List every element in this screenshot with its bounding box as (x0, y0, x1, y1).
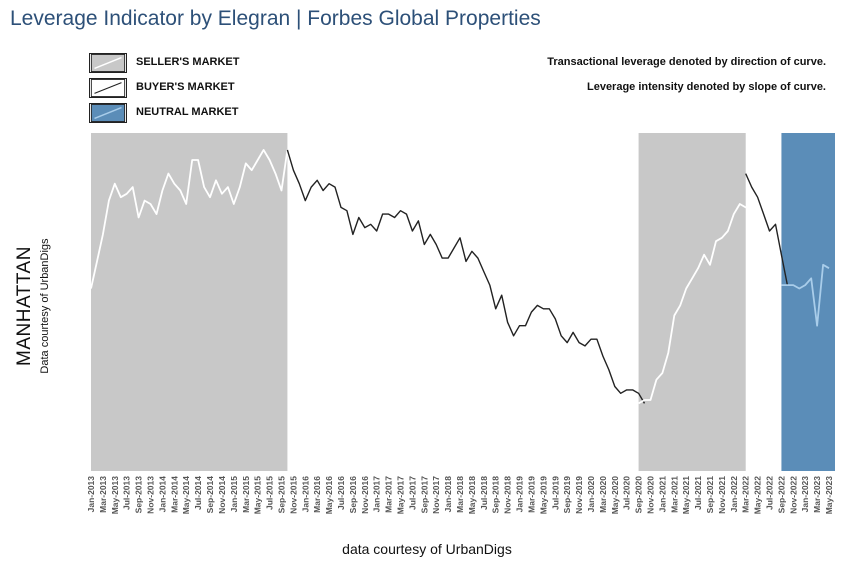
x-tick-label: Sep-2016 (348, 476, 358, 514)
legend-label-buyers-market: BUYER'S MARKET (136, 81, 235, 93)
x-tick-label: Jan-2016 (300, 476, 310, 513)
series-line-buyer-s-market (745, 173, 789, 286)
x-tick-label: Sep-2020 (634, 476, 644, 514)
x-tick-label: Jan-2020 (586, 476, 596, 513)
legend-swatch-neutral-market (89, 103, 127, 123)
x-tick-label: May-2017 (396, 476, 406, 515)
x-tick-label: Jul-2016 (336, 476, 346, 510)
x-tick-label: Jan-2021 (657, 476, 667, 513)
x-tick-label: Nov-2016 (360, 476, 370, 514)
x-tick-label: May-2023 (824, 476, 834, 515)
series-line-seller-s-market (638, 173, 765, 405)
page-title: Leverage Indicator by Elegran | Forbes G… (10, 7, 541, 30)
x-tick-label: May-2014 (181, 476, 191, 515)
x-tick-label: Jul-2015 (265, 476, 275, 510)
x-tick-label: May-2019 (538, 476, 548, 515)
x-tick-label: Jan-2015 (229, 476, 239, 513)
x-tick-label: May-2018 (467, 476, 477, 515)
series-line-seller-s-market (90, 148, 289, 289)
x-tick-label: Jan-2022 (729, 476, 739, 513)
regime-band-neutral-market (781, 133, 835, 471)
x-tick-label: Mar-2021 (669, 476, 679, 513)
x-tick-label: Jul-2017 (407, 476, 417, 510)
x-tick-label: Jan-2017 (372, 476, 382, 513)
x-tick-label: May-2016 (324, 476, 334, 515)
x-tick-label: Nov-2021 (717, 476, 727, 514)
x-tick-label: Nov-2022 (788, 476, 798, 514)
x-tick-label: Mar-2023 (812, 476, 822, 513)
x-tick-label: Sep-2013 (134, 476, 144, 514)
x-tick-label: Sep-2021 (705, 476, 715, 514)
x-tick-label: May-2015 (253, 476, 263, 515)
x-tick-label: May-2013 (110, 476, 120, 515)
x-tick-label: Sep-2022 (776, 476, 786, 514)
x-tick-label: Nov-2014 (217, 476, 227, 514)
regime-band-seller-s-market (638, 133, 746, 471)
legend-swatch-sellers-market (89, 53, 127, 73)
x-tick-label: May-2021 (681, 476, 691, 515)
x-tick-label: Jul-2014 (193, 476, 203, 510)
x-tick-label: Jan-2014 (157, 476, 167, 513)
x-tick-label: Mar-2020 (598, 476, 608, 513)
chart: Jan-2013 Mar-2013 May-2013 Jul-2013 Sep-2013… (86, 133, 835, 515)
x-tick-label: Nov-2020 (646, 476, 656, 514)
x-tick-label: Mar-2016 (312, 476, 322, 513)
legend-swatch-buyers-market (89, 78, 127, 98)
x-tick-label: Jan-2023 (800, 476, 810, 513)
x-tick-label: Jan-2013 (86, 476, 96, 513)
x-tick-label: Jul-2022 (765, 476, 775, 510)
x-tick-label: Jan-2019 (515, 476, 525, 513)
series-line-buyer-s-market (286, 149, 646, 404)
x-tick-label: Jul-2013 (122, 476, 132, 510)
note-slope: Leverage intensity denoted by slope of c… (586, 81, 826, 93)
x-tick-label: Mar-2022 (741, 476, 751, 513)
note-direction: Transactional leverage denoted by direct… (547, 56, 826, 68)
x-tick-label: Mar-2015 (241, 476, 251, 513)
x-tick-label: Jul-2019 (550, 476, 560, 510)
regime-band-seller-s-market (91, 133, 288, 471)
x-tick-label: Mar-2017 (384, 476, 394, 513)
x-tick-label: May-2022 (753, 476, 763, 515)
x-tick-label: Mar-2018 (455, 476, 465, 513)
x-tick-label: Nov-2013 (146, 476, 156, 514)
x-tick-label: Nov-2019 (574, 476, 584, 514)
x-tick-label: May-2020 (610, 476, 620, 515)
x-tick-label: Nov-2017 (431, 476, 441, 514)
x-tick-label: Sep-2015 (277, 476, 287, 514)
x-tick-label: Sep-2019 (562, 476, 572, 514)
x-tick-label: Mar-2019 (526, 476, 536, 513)
legend-label-sellers-market: SELLER'S MARKET (136, 56, 240, 68)
x-tick-label: Mar-2013 (98, 476, 108, 513)
x-tick-label: Sep-2017 (419, 476, 429, 514)
x-tick-label: Nov-2018 (503, 476, 513, 514)
x-tick-label: Mar-2014 (169, 476, 179, 513)
series-line-neutral-market (781, 263, 830, 327)
x-tick-label: Jul-2020 (622, 476, 632, 510)
x-tick-label: Sep-2018 (491, 476, 501, 514)
x-tick-label: Sep-2014 (205, 476, 215, 514)
footer-credit: data courtesy of UrbanDigs (342, 541, 512, 557)
x-tick-label: Nov-2015 (288, 476, 298, 514)
x-tick-label: Jan-2018 (443, 476, 453, 513)
x-tick-label: Jul-2021 (693, 476, 703, 510)
legend-label-neutral-market: NEUTRAL MARKET (136, 106, 239, 118)
x-tick-label: Jul-2018 (479, 476, 489, 510)
